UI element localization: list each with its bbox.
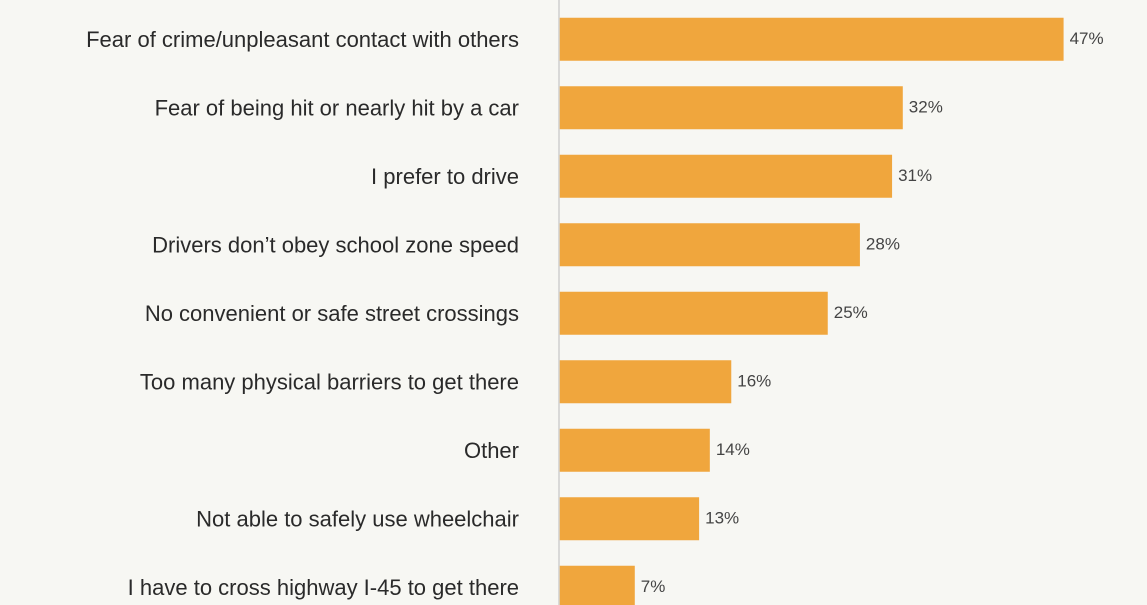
value-label-8: 13% bbox=[705, 508, 739, 527]
value-label-2: 32% bbox=[909, 97, 943, 116]
value-label-1: 47% bbox=[1070, 29, 1104, 48]
bar-4 bbox=[559, 223, 860, 267]
category-label-1: Fear of crime/unpleasant contact with ot… bbox=[86, 27, 519, 52]
category-label-7: Other bbox=[464, 438, 519, 463]
bar-5 bbox=[559, 291, 828, 335]
category-label-2: Fear of being hit or nearly hit by a car bbox=[155, 95, 519, 120]
bar-3 bbox=[559, 154, 893, 198]
category-label-9: I have to cross highway I-45 to get ther… bbox=[128, 575, 519, 600]
category-label-5: No convenient or safe street crossings bbox=[145, 301, 519, 326]
value-label-3: 31% bbox=[898, 166, 932, 185]
bar-1 bbox=[559, 17, 1064, 61]
category-label-3: I prefer to drive bbox=[371, 164, 519, 189]
bar-6 bbox=[559, 360, 732, 404]
value-label-9: 7% bbox=[641, 577, 666, 596]
category-label-8: Not able to safely use wheelchair bbox=[196, 506, 519, 531]
value-label-7: 14% bbox=[716, 440, 750, 459]
bar-2 bbox=[559, 86, 903, 130]
value-labels-group: 47% 32% 31% 28% 25% 16% 14% 13% 7% bbox=[641, 29, 1104, 596]
category-labels-group: Fear of crime/unpleasant contact with ot… bbox=[86, 27, 519, 600]
bar-7 bbox=[559, 428, 710, 472]
bars-group bbox=[559, 17, 1064, 605]
bar-9 bbox=[559, 565, 635, 605]
value-label-6: 16% bbox=[737, 371, 771, 390]
value-label-4: 28% bbox=[866, 234, 900, 253]
bar-8 bbox=[559, 497, 700, 541]
category-label-6: Too many physical barriers to get there bbox=[140, 369, 519, 394]
value-label-5: 25% bbox=[834, 303, 868, 322]
category-label-4: Drivers don’t obey school zone speed bbox=[152, 232, 519, 257]
